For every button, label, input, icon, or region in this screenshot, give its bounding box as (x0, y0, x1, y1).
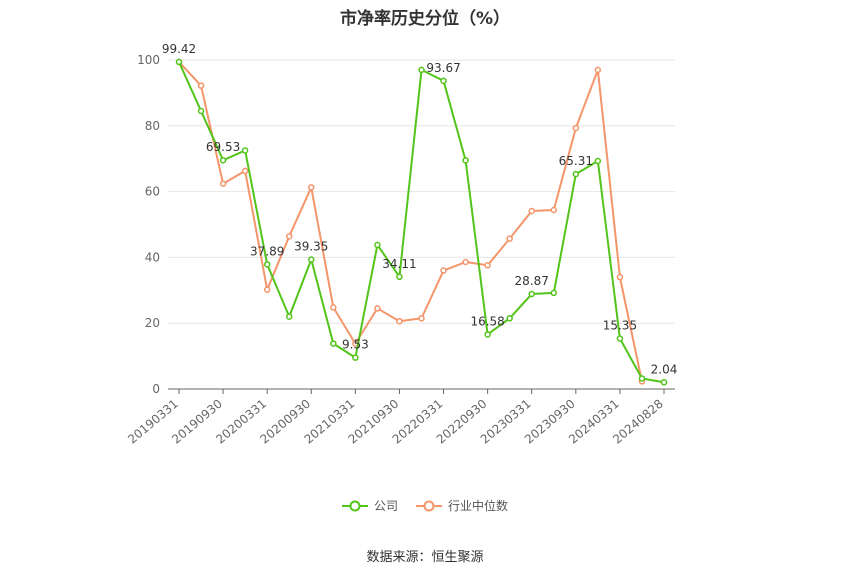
data-point (330, 304, 337, 311)
legend-marker-industry-median (416, 500, 442, 511)
series-line (178, 61, 643, 382)
y-tick-label: 40 (145, 250, 160, 264)
data-point (219, 156, 227, 164)
data-point (484, 262, 491, 269)
data-point (594, 66, 602, 74)
data-label: 37.89 (250, 244, 284, 258)
data-point (616, 273, 624, 281)
series-line (178, 61, 665, 384)
data-label: 69.53 (206, 140, 240, 154)
data-point (660, 379, 668, 386)
legend-item-company[interactable]: 公司 (341, 497, 398, 514)
data-label: 9.53 (342, 338, 369, 352)
chart-title: 市净率历史分位（%） (339, 9, 511, 29)
data-point (506, 315, 513, 322)
data-labels: 99.42 69.53 37.89 39.35 9.53 34.11 93.67 16.58 2… (162, 42, 678, 376)
data-point (462, 258, 469, 266)
y-tick-label: 60 (145, 185, 160, 199)
source-note: 数据来源：恒生聚源 (366, 550, 484, 565)
data-point (241, 167, 249, 175)
data-point (263, 261, 271, 268)
y-tick-label: 100 (137, 53, 160, 67)
data-point (352, 354, 359, 361)
data-label: 2.04 (651, 362, 678, 376)
data-point (308, 256, 315, 263)
data-point (285, 233, 293, 240)
data-point (528, 290, 535, 298)
y-tick-label: 0 (152, 382, 160, 396)
data-point (462, 157, 469, 164)
data-label: 65.31 (559, 154, 593, 168)
data-label: 39.35 (294, 240, 328, 254)
data-point (285, 313, 293, 320)
legend-marker-company (341, 500, 368, 511)
data-point (308, 184, 315, 191)
data-point (638, 375, 646, 382)
data-point (528, 207, 535, 215)
legend: 公司 行业中位数 (0, 497, 850, 514)
data-point (263, 286, 271, 293)
y-tick-label: 20 (145, 316, 160, 330)
data-label: 99.42 (162, 42, 196, 56)
data-point (440, 77, 447, 85)
y-tick-label: 80 (145, 119, 160, 133)
data-point (197, 107, 205, 115)
data-point (418, 315, 425, 322)
data-point (550, 289, 558, 297)
grid-lines (168, 59, 675, 324)
data-label: 34.11 (382, 257, 416, 271)
data-point (506, 235, 513, 242)
data-point (572, 170, 580, 178)
data-point (374, 305, 381, 312)
data-point (374, 241, 381, 249)
data-point (241, 147, 249, 154)
data-point (396, 273, 403, 281)
data-point (219, 180, 227, 187)
series-lines (175, 58, 668, 386)
data-label: 16.58 (470, 314, 504, 328)
data-point (330, 340, 337, 347)
data-label: 28.87 (515, 274, 549, 288)
data-point (594, 157, 602, 165)
data-point (418, 66, 425, 74)
data-point (396, 317, 403, 325)
data-point (616, 335, 624, 342)
legend-item-industry-median[interactable]: 行业中位数 (416, 497, 508, 514)
data-point (550, 206, 558, 214)
data-point (175, 58, 183, 66)
data-point (572, 124, 580, 132)
data-point (484, 331, 491, 338)
data-label: 93.67 (426, 61, 460, 75)
legend-label-industry-median: 行业中位数 (448, 499, 509, 513)
legend-label-company: 公司 (373, 499, 398, 513)
data-point (440, 267, 447, 274)
data-point (197, 82, 205, 89)
data-label: 15.35 (603, 318, 637, 332)
